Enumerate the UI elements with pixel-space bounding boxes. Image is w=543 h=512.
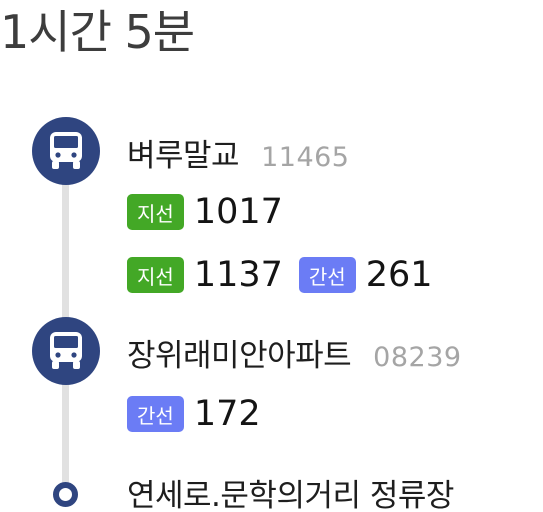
destination-dot-icon bbox=[53, 482, 78, 507]
route-number[interactable]: 172 bbox=[193, 394, 261, 434]
route-number[interactable]: 1137 bbox=[193, 255, 283, 295]
bus-icon bbox=[32, 117, 100, 185]
stop-id: 11465 bbox=[261, 142, 350, 173]
stop-row-destination[interactable]: 연세로.문학의거리 정류장 bbox=[127, 470, 454, 512]
route-row: 간선 172 bbox=[127, 394, 277, 434]
stop-row-1[interactable]: 벼루말교 11465 bbox=[127, 130, 350, 175]
route-type-badge-branch: 지선 bbox=[127, 257, 184, 293]
stop-row-2[interactable]: 장위래미안아파트 08239 bbox=[127, 330, 462, 375]
route-row: 지선 1137 간선 261 bbox=[127, 255, 449, 295]
bus-icon bbox=[32, 317, 100, 385]
route-type-badge-trunk: 간선 bbox=[298, 257, 356, 293]
stop-name: 장위래미안아파트 bbox=[127, 338, 352, 374]
stop-id: 08239 bbox=[373, 342, 462, 373]
route-number[interactable]: 261 bbox=[365, 255, 433, 295]
route-row: 지선 1017 bbox=[127, 192, 299, 232]
route-type-badge-trunk: 간선 bbox=[127, 396, 184, 432]
route-number[interactable]: 1017 bbox=[193, 192, 283, 232]
trip-duration: 1시간 5분 bbox=[0, 5, 195, 59]
route-type-badge-branch: 지선 bbox=[127, 194, 184, 230]
destination-name: 연세로.문학의거리 정류장 bbox=[127, 478, 454, 512]
stop-name: 벼루말교 bbox=[127, 138, 240, 174]
